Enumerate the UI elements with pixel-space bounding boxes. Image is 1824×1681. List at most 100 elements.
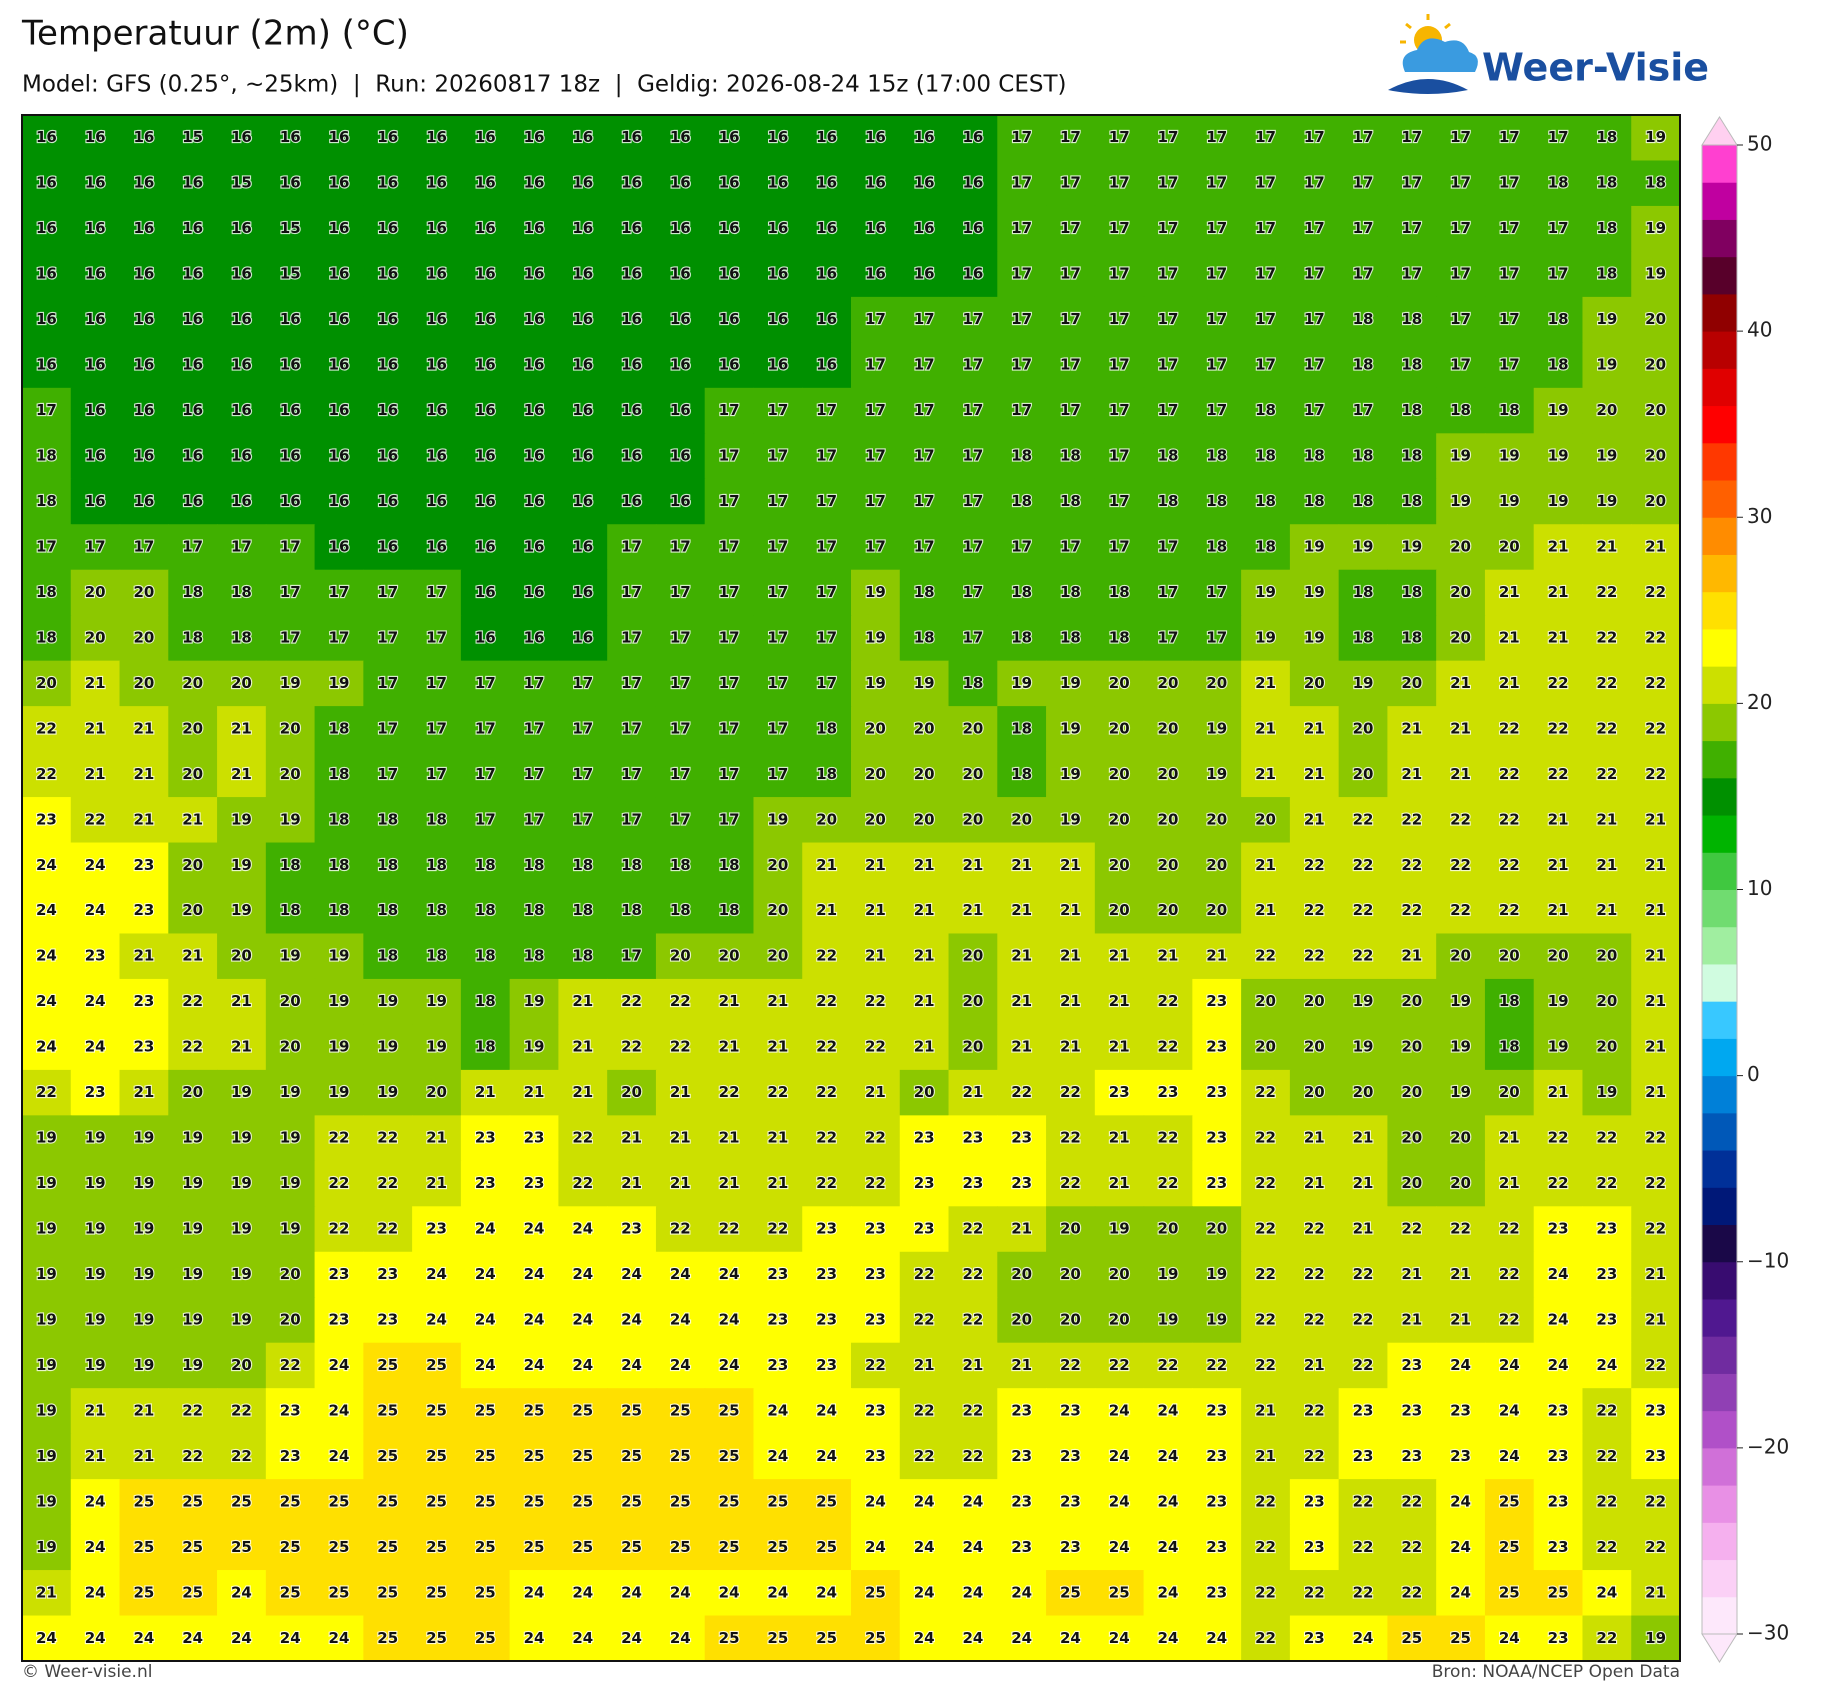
- temp-cell: [753, 115, 803, 162]
- temp-label: 23: [524, 1174, 545, 1192]
- temp-label: 22: [85, 810, 106, 828]
- temp-cell: [899, 615, 950, 662]
- temp-label: 16: [280, 174, 301, 192]
- temp-label: 23: [377, 1310, 398, 1328]
- temp-cell: [460, 205, 511, 253]
- temp-cell: [1094, 1479, 1145, 1526]
- temp-label: 18: [1304, 447, 1325, 465]
- temp-cell: [509, 751, 560, 798]
- temp-label: 17: [524, 810, 545, 828]
- temp-cell: [899, 1433, 950, 1480]
- temp-label: 21: [1596, 856, 1617, 874]
- temp-label: 24: [1109, 1629, 1130, 1647]
- temp-label: 19: [36, 1356, 57, 1374]
- temp-cell: [851, 1570, 901, 1617]
- temp-label: 17: [670, 810, 691, 828]
- temp-cell: [753, 797, 803, 844]
- colorbar-patch: [1702, 145, 1737, 183]
- temp-label: 22: [865, 992, 886, 1010]
- temp-cell: [558, 296, 608, 343]
- temp-cell: [1241, 615, 1291, 662]
- temp-label: 18: [280, 901, 301, 919]
- temp-label: 19: [231, 856, 252, 874]
- temp-cell: [1046, 888, 1096, 935]
- colorbar-patch: [1702, 517, 1737, 555]
- temp-label: 22: [182, 1038, 203, 1056]
- colorbar-patch: [1702, 1522, 1737, 1561]
- temp-label: 24: [621, 1310, 642, 1328]
- temp-label: 18: [962, 674, 983, 692]
- temp-cell: [948, 524, 998, 571]
- temp-cell: [509, 1524, 560, 1571]
- temp-cell: [997, 978, 1047, 1026]
- temp-cell: [168, 1388, 218, 1435]
- temp-cell: [1046, 751, 1096, 798]
- temp-label: 16: [524, 310, 545, 328]
- temp-cell: [265, 842, 316, 889]
- temp-cell: [607, 797, 657, 844]
- temp-cell: [802, 1024, 852, 1071]
- temp-label: 20: [1158, 1220, 1179, 1238]
- temp-label: 22: [1645, 1129, 1666, 1147]
- temp-label: 17: [1158, 356, 1179, 374]
- temp-cell: [1533, 1024, 1584, 1071]
- temp-label: 21: [767, 1129, 788, 1147]
- temp-label: 17: [524, 719, 545, 737]
- temp-label: 20: [1353, 719, 1374, 737]
- temp-cell: [899, 751, 950, 798]
- temp-cell: [1046, 524, 1096, 571]
- temp-cell: [851, 1524, 901, 1571]
- colorbar-patch: [1702, 1298, 1737, 1337]
- temp-label: 18: [1060, 583, 1081, 601]
- temp-cell: [704, 1615, 755, 1662]
- temp-label: 20: [280, 765, 301, 783]
- temp-label: 22: [1255, 1083, 1276, 1101]
- temp-label: 23: [1011, 1401, 1032, 1419]
- temp-label: 21: [133, 765, 154, 783]
- colorbar-tick-label: 20: [1747, 690, 1772, 714]
- temp-cell: [265, 569, 316, 616]
- temp-label: 20: [85, 628, 106, 646]
- temp-cell: [22, 1115, 72, 1162]
- temp-label: 21: [1255, 856, 1276, 874]
- temp-cell: [22, 1206, 72, 1253]
- temp-label: 17: [1353, 401, 1374, 419]
- temp-cell: [22, 842, 72, 889]
- temp-cell: [217, 115, 267, 162]
- temp-cell: [1192, 842, 1242, 889]
- temp-cell: [1436, 1615, 1486, 1662]
- temp-cell: [1143, 433, 1193, 480]
- temp-label: 25: [329, 1538, 350, 1556]
- temp-cell: [607, 1524, 657, 1571]
- temp-label: 24: [1548, 1356, 1569, 1374]
- temp-cell: [22, 797, 72, 844]
- temp-label: 18: [1353, 447, 1374, 465]
- temp-label: 22: [231, 1447, 252, 1465]
- temp-label: 19: [1109, 1220, 1130, 1238]
- temp-cell: [851, 888, 901, 935]
- temp-label: 17: [1548, 128, 1569, 146]
- temp-cell: [1484, 1479, 1535, 1526]
- temp-label: 16: [182, 401, 203, 419]
- temp-label: 17: [1450, 310, 1471, 328]
- temp-cell: [412, 1251, 462, 1298]
- temp-label: 19: [133, 1129, 154, 1147]
- temp-cell: [1484, 751, 1535, 798]
- temp-cell: [1241, 1570, 1291, 1617]
- temp-cell: [802, 251, 852, 298]
- temp-cell: [1631, 933, 1681, 980]
- temp-label: 19: [231, 1265, 252, 1283]
- temp-cell: [509, 524, 560, 571]
- temp-cell: [1241, 660, 1291, 707]
- temp-label: 16: [133, 356, 154, 374]
- temp-label: 20: [182, 719, 203, 737]
- temp-cell: [363, 842, 413, 889]
- temp-cell: [1046, 1069, 1096, 1116]
- temp-label: 25: [475, 1629, 496, 1647]
- temp-label: 24: [670, 1310, 691, 1328]
- temp-cell: [997, 1479, 1047, 1526]
- temp-label: 17: [1548, 219, 1569, 237]
- temp-cell: [1484, 205, 1535, 253]
- temp-label: 18: [426, 810, 447, 828]
- temp-cell: [217, 1388, 267, 1435]
